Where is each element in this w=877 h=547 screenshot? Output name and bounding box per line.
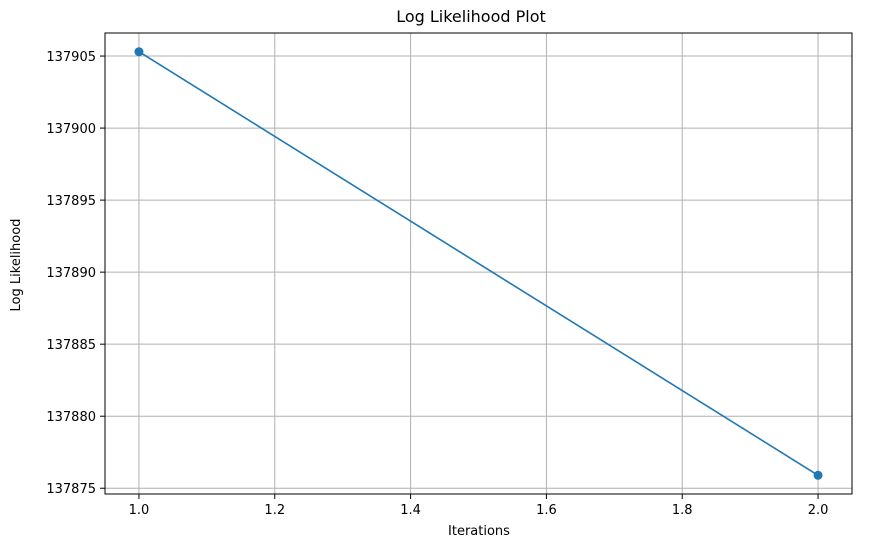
plot-frame [104,32,853,495]
x-tick-label: 1.6 [536,503,557,518]
y-tick-label: 137900 [46,122,96,137]
x-tick-label: 1.2 [264,503,285,518]
series-line [138,51,819,476]
x-tick-label: 2.0 [808,503,829,518]
y-tick-label: 137880 [46,410,96,425]
x-axis-title: Iterations [448,524,510,539]
data-point [134,47,144,57]
series-layer [134,47,823,480]
chart-title: Log Likelihood Plot [396,7,546,26]
grid [105,33,852,494]
x-axis-ticks: 1.0 1.2 1.4 1.6 1.8 2.0 [129,494,829,518]
y-axis-ticks: 137875 137880 137885 137890 137895 137900 1379… [46,50,105,497]
y-tick-label: 137885 [46,338,96,353]
y-tick-label: 137895 [46,194,96,209]
y-tick-label: 137890 [46,266,96,281]
x-tick-label: 1.0 [129,503,150,518]
y-axis-title: Log Likelihood [9,219,24,312]
x-tick-label: 1.8 [672,503,693,518]
x-tick-label: 1.4 [400,503,421,518]
y-tick-label: 137875 [46,482,96,497]
data-point [813,470,823,480]
y-tick-label: 137905 [46,50,96,65]
